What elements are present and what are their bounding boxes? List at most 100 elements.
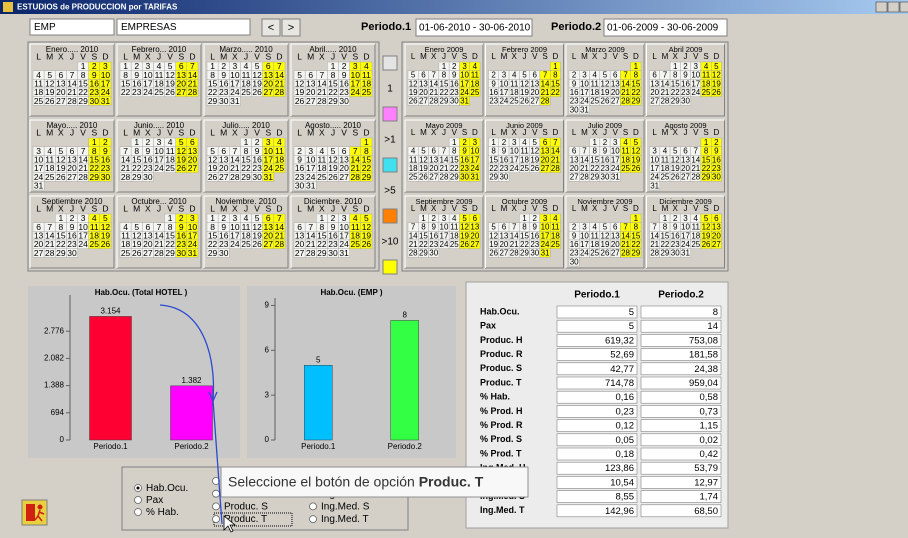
- exit-button[interactable]: [22, 500, 47, 525]
- day-number: 15: [631, 79, 640, 88]
- day-number: 27: [611, 97, 620, 106]
- day-number: 21: [409, 240, 418, 249]
- value-text: 0,02: [700, 435, 719, 446]
- day-number: 17: [580, 240, 589, 249]
- radio-button[interactable]: [213, 490, 220, 497]
- day-number: 30: [429, 249, 438, 258]
- day-number: 29: [660, 249, 669, 258]
- day-number: 28: [154, 248, 164, 258]
- weekday-label: S: [265, 203, 271, 213]
- day-number: 29: [78, 96, 88, 106]
- weekday-label: M: [46, 127, 53, 137]
- day-number: 1: [592, 138, 597, 147]
- weekday-label: J: [70, 203, 74, 213]
- legend-swatch: [383, 209, 397, 223]
- weekday-label: L: [572, 52, 577, 61]
- day-number: 30: [67, 248, 77, 258]
- day-number: 26: [101, 239, 111, 249]
- day-number: 2: [491, 71, 496, 80]
- day-number: 20: [611, 240, 620, 249]
- day-number: 30: [339, 96, 349, 106]
- day-number: 1: [673, 62, 678, 71]
- radio-button[interactable]: [213, 503, 220, 510]
- day-number: 14: [650, 231, 659, 240]
- maximize-button[interactable]: [888, 2, 899, 12]
- day-number: 2: [603, 138, 608, 147]
- day-number: 8: [553, 71, 558, 80]
- day-number: 10: [681, 223, 690, 232]
- day-number: 22: [520, 240, 529, 249]
- day-number: 19: [460, 231, 469, 240]
- radio-label[interactable]: Ing.Med. S: [321, 502, 370, 513]
- day-number: 12: [712, 71, 721, 80]
- y-tick-label: 2.082: [44, 354, 65, 363]
- minimize-button[interactable]: [876, 2, 887, 12]
- day-number: 26: [530, 164, 539, 173]
- value-cell: [557, 320, 637, 332]
- day-number: 29: [450, 173, 459, 182]
- day-number: 31: [541, 249, 550, 258]
- day-number: 4: [473, 62, 478, 71]
- day-number: 26: [671, 173, 680, 182]
- day-number: 19: [712, 79, 721, 88]
- day-number: 31: [470, 173, 479, 182]
- day-number: 5: [603, 223, 608, 232]
- close-button[interactable]: [900, 2, 908, 12]
- day-number: 21: [691, 164, 700, 173]
- weekday-label: J: [331, 203, 335, 213]
- value-label: 5: [316, 355, 321, 364]
- radio-label[interactable]: Hab.Ocu.: [146, 483, 188, 494]
- day-number: 9: [502, 147, 507, 156]
- day-number: 25: [470, 88, 479, 97]
- value-text: 142,96: [605, 506, 634, 517]
- radio-label[interactable]: Produc. S: [224, 502, 268, 513]
- day-number: 24: [143, 87, 153, 97]
- weekday-label: S: [542, 204, 547, 213]
- day-number: 6: [613, 223, 618, 232]
- day-number: 24: [460, 88, 469, 97]
- day-number: 14: [440, 155, 449, 164]
- weekday-label: L: [652, 204, 657, 213]
- weekday-label: M: [581, 204, 588, 213]
- radio-button[interactable]: [310, 503, 317, 510]
- day-number: 12: [631, 147, 640, 156]
- weekday-label: X: [232, 51, 238, 61]
- weekday-label: J: [244, 127, 248, 137]
- radio-button[interactable]: [135, 497, 142, 504]
- day-number: 28: [67, 96, 77, 106]
- weekday-label: V: [80, 127, 86, 137]
- window-controls[interactable]: [876, 2, 908, 12]
- weekday-label: V: [254, 51, 260, 61]
- radio-button[interactable]: [213, 516, 220, 523]
- weekday-label: V: [167, 203, 173, 213]
- radio-label[interactable]: % Hab.: [146, 507, 179, 518]
- legend-swatch: [383, 107, 397, 121]
- day-number: 29: [90, 172, 100, 182]
- day-number: 6: [502, 223, 507, 232]
- day-number: 17: [541, 231, 550, 240]
- radio-label[interactable]: Pax: [146, 495, 163, 506]
- day-number: 24: [691, 88, 700, 97]
- radio-label[interactable]: Ing.Med. T: [321, 514, 369, 525]
- day-number: 25: [121, 248, 131, 258]
- day-number: 16: [460, 155, 469, 164]
- day-number: 29: [56, 248, 66, 258]
- chart2-panel: [247, 286, 456, 458]
- day-number: 27: [67, 172, 77, 182]
- day-number: 29: [328, 96, 338, 106]
- weekday-label: X: [673, 52, 679, 61]
- day-number: 5: [491, 223, 496, 232]
- radio-button[interactable]: [310, 516, 317, 523]
- day-number: 19: [601, 240, 610, 249]
- day-number: 13: [499, 231, 508, 240]
- day-number: 13: [570, 155, 579, 164]
- day-number: 20: [530, 88, 539, 97]
- day-number: 29: [208, 248, 218, 258]
- radio-button[interactable]: [135, 509, 142, 516]
- day-number: 17: [440, 231, 449, 240]
- day-number: 1: [704, 138, 709, 147]
- day-number: 6: [613, 71, 618, 80]
- weekday-label: X: [512, 52, 518, 61]
- weekday-label: X: [431, 128, 437, 137]
- day-number: 29: [165, 248, 175, 258]
